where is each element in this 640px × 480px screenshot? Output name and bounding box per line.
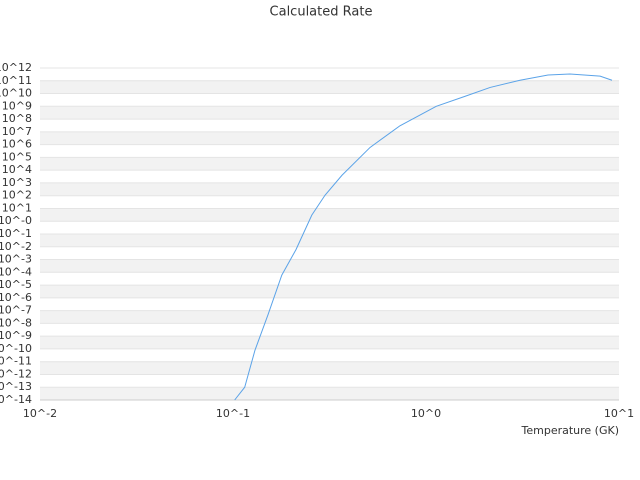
y-tick-label: 10^4 <box>2 163 32 176</box>
grid-band <box>40 157 619 171</box>
grid-band <box>40 259 619 273</box>
y-tick-label: 10^9 <box>2 99 32 112</box>
chart-title: Calculated Rate <box>270 5 373 20</box>
y-tick-label: 10^-4 <box>0 265 32 278</box>
y-tick-label: 10^3 <box>2 176 32 189</box>
grid-band <box>40 131 619 145</box>
y-tick-label: 10^-13 <box>0 380 32 393</box>
y-tick-label: 10^-0 <box>0 214 32 227</box>
y-tick-label: 10^6 <box>2 138 32 151</box>
y-tick-label: 10^-2 <box>0 240 32 253</box>
y-tick-label: 10^12 <box>0 61 32 74</box>
y-tick-label: 10^5 <box>2 150 32 163</box>
y-tick-label: 10^-6 <box>0 291 32 304</box>
grid <box>40 67 619 401</box>
y-tick-label: 10^-12 <box>0 367 32 380</box>
y-tick-label: 10^-7 <box>0 304 32 317</box>
y-tick-label: 10^-8 <box>0 316 32 329</box>
y-tick-label: 10^-3 <box>0 253 32 266</box>
y-tick-label: 10^-1 <box>0 227 32 240</box>
x-tick-label: 10^-1 <box>216 407 250 420</box>
x-axis-label: Temperature (GK) <box>521 424 620 437</box>
y-tick-label: 10^-10 <box>0 342 32 355</box>
y-tick-label: 10^-14 <box>0 393 32 406</box>
grid-band <box>40 285 619 298</box>
grid-band <box>40 208 619 222</box>
y-tick-label: 10^-9 <box>0 329 32 342</box>
grid-band <box>40 336 619 349</box>
y-tick-label: 10^1 <box>2 201 32 214</box>
data-line <box>234 73 613 401</box>
grid-band <box>40 80 619 94</box>
y-tick-label: 10^-11 <box>0 355 32 368</box>
y-tick-label: 10^7 <box>2 125 32 138</box>
y-tick-label: 10^-5 <box>0 278 32 291</box>
grid-band <box>40 234 619 247</box>
y-tick-label: 10^2 <box>2 189 32 202</box>
grid-band <box>40 387 619 400</box>
y-tick-label: 10^11 <box>0 74 32 87</box>
x-tick-label: 10^0 <box>411 407 441 420</box>
grid-band <box>40 310 619 324</box>
grid-band <box>40 106 619 120</box>
x-tick-label: 10^-2 <box>23 407 57 420</box>
y-tick-label: 10^10 <box>0 87 32 100</box>
x-tick-label: 10^1 <box>604 407 634 420</box>
grid-band <box>40 361 619 375</box>
y-tick-label: 10^8 <box>2 112 32 125</box>
